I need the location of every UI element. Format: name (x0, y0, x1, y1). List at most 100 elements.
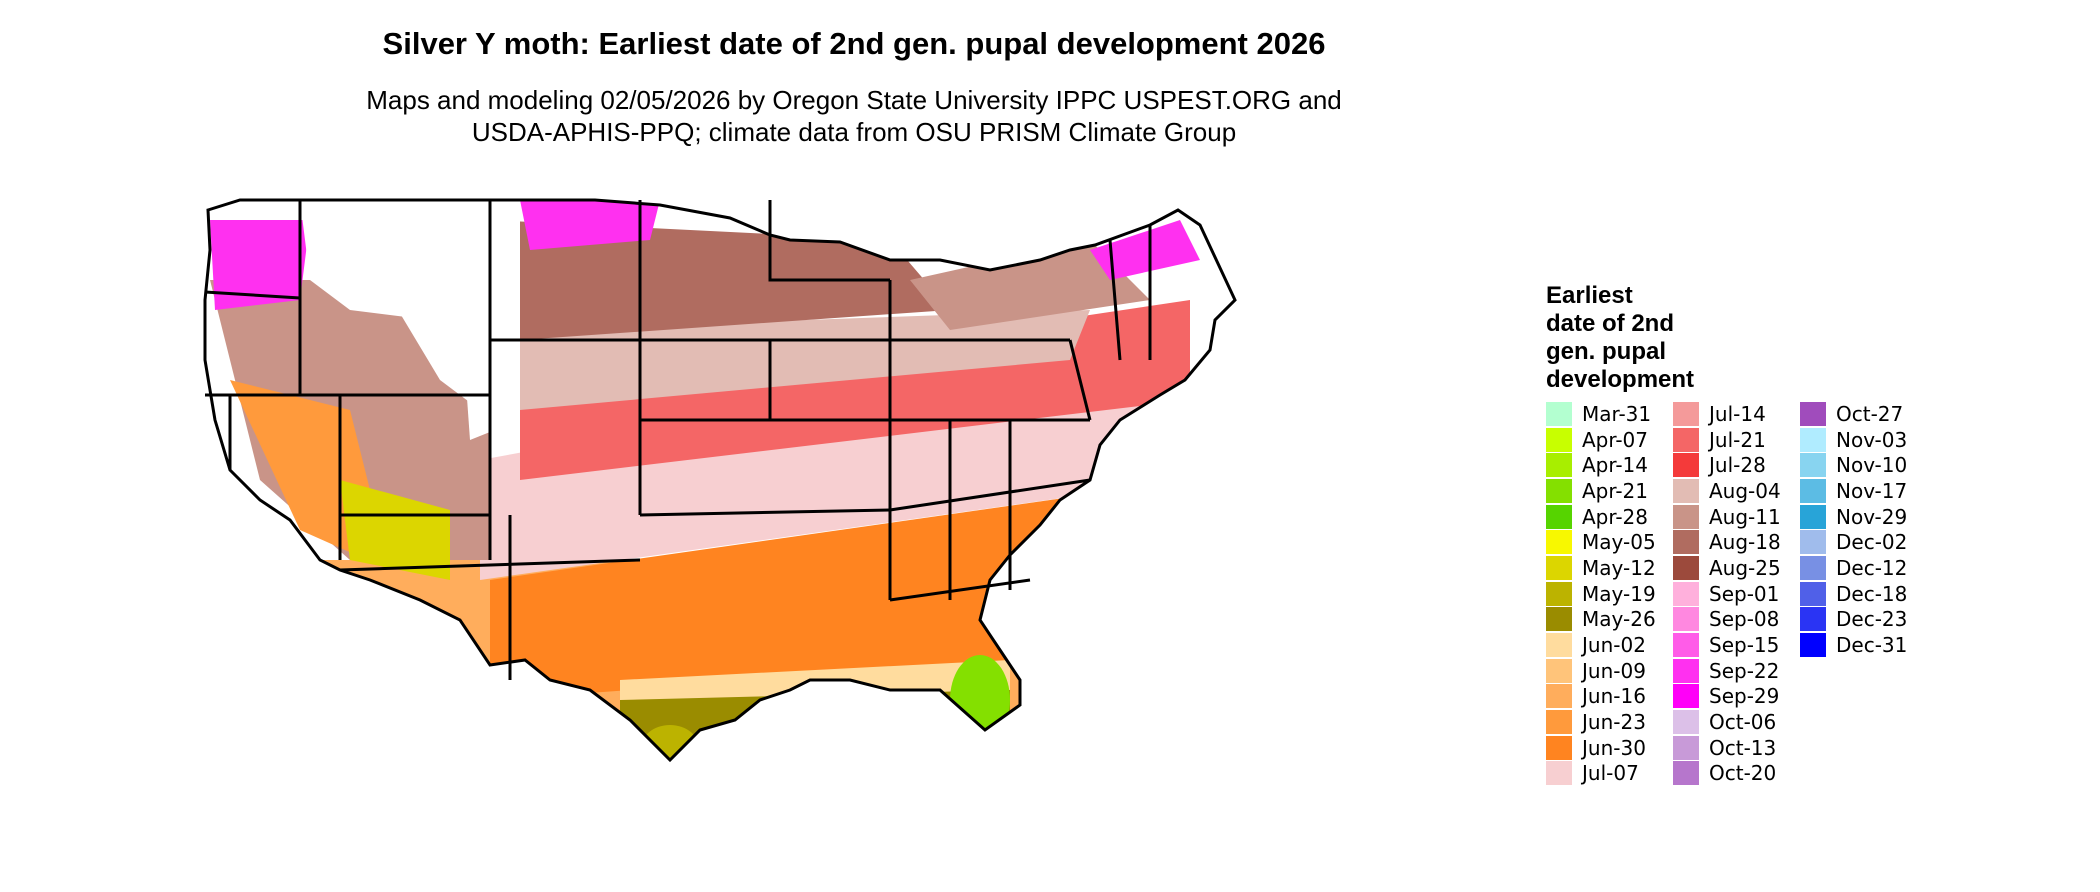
legend-swatch (1673, 684, 1699, 709)
legend-label: Jul-14 (1709, 401, 1766, 426)
legend-item: Nov-17 (1800, 478, 1907, 504)
legend-label: May-12 (1582, 555, 1656, 580)
legend-item: Nov-29 (1800, 504, 1907, 530)
legend-swatch (1673, 478, 1699, 503)
legend-item: Sep-22 (1673, 658, 1781, 684)
legend-item: May-26 (1546, 607, 1656, 633)
legend-item: May-12 (1546, 555, 1656, 581)
legend-item: Nov-10 (1800, 452, 1907, 478)
legend-label: Nov-29 (1836, 504, 1908, 529)
legend-label: May-26 (1582, 607, 1656, 632)
legend-swatch (1546, 427, 1572, 452)
legend-item: Aug-25 (1673, 555, 1781, 581)
legend-label: Oct-13 (1709, 735, 1777, 760)
legend-label: Sep-22 (1709, 658, 1780, 683)
state-borders (203, 198, 1237, 763)
legend-item: Apr-28 (1546, 504, 1656, 530)
legend-label: Nov-10 (1836, 453, 1908, 478)
legend-column-3: Oct-27 Nov-03 Nov-10 Nov-17 Nov-29 Dec-02 Dec-… (1800, 401, 1907, 658)
legend-swatch (1546, 555, 1572, 580)
legend-label: Apr-14 (1582, 453, 1648, 478)
legend-item: May-05 (1546, 529, 1656, 555)
legend-item: Nov-03 (1800, 427, 1907, 453)
legend-swatch (1546, 478, 1572, 503)
map-subtitle: Maps and modeling 02/05/2026 by Oregon S… (0, 84, 1708, 148)
legend-swatch (1546, 633, 1572, 658)
legend-item: Jun-23 (1546, 709, 1656, 735)
legend-label: Dec-31 (1836, 633, 1908, 658)
legend-label: Jun-16 (1582, 684, 1646, 709)
legend-label: Nov-17 (1836, 478, 1908, 503)
legend-item: Jul-21 (1673, 427, 1781, 453)
legend-label: Dec-18 (1836, 581, 1908, 606)
subtitle-line-2: USDA-APHIS-PPQ; climate data from OSU PR… (471, 117, 1237, 147)
legend-item: Aug-11 (1673, 504, 1781, 530)
legend-item: Apr-07 (1546, 427, 1656, 453)
legend-label: Oct-06 (1709, 710, 1777, 735)
legend-label: Oct-20 (1709, 761, 1777, 786)
legend-title-line: date of 2nd (1546, 310, 1675, 337)
legend-item: Sep-15 (1673, 632, 1781, 658)
legend-title-line: gen. pupal (1546, 338, 1666, 365)
legend-label: Dec-12 (1836, 555, 1908, 580)
legend-swatch (1546, 710, 1572, 735)
legend-swatch (1800, 453, 1826, 478)
legend-title: Earliest date of 2nd gen. pupal developm… (1546, 282, 1736, 394)
legend-swatch (1546, 530, 1572, 555)
legend-swatch (1673, 581, 1699, 606)
legend-swatch (1800, 504, 1826, 529)
legend-item: Dec-12 (1800, 555, 1907, 581)
legend-swatch (1546, 581, 1572, 606)
legend-column-1: Mar-31 Apr-07 Apr-14 Apr-21 Apr-28 May-05 May-… (1546, 401, 1656, 786)
legend-item: Oct-27 (1800, 401, 1907, 427)
us-phenology-map (203, 198, 1237, 763)
legend-swatch (1546, 761, 1572, 786)
legend-swatch (1673, 530, 1699, 555)
legend-item: Apr-14 (1546, 452, 1656, 478)
legend-label: Aug-18 (1709, 530, 1781, 555)
legend-item: Mar-31 (1546, 401, 1656, 427)
legend-item: Dec-31 (1800, 632, 1907, 658)
legend-item: Aug-18 (1673, 529, 1781, 555)
legend-swatch (1673, 504, 1699, 529)
legend-label: Aug-04 (1709, 478, 1781, 503)
legend-item: Oct-20 (1673, 761, 1781, 787)
legend-label: Oct-27 (1836, 401, 1904, 426)
legend-label: Sep-08 (1709, 607, 1780, 632)
legend-swatch (1673, 555, 1699, 580)
legend-swatch (1673, 735, 1699, 760)
legend-swatch (1673, 453, 1699, 478)
legend-label: Mar-31 (1582, 401, 1652, 426)
legend-label: Jun-23 (1582, 710, 1646, 735)
legend-swatch (1800, 478, 1826, 503)
map-title: Silver Y moth: Earliest date of 2nd gen.… (382, 26, 1326, 61)
legend-swatch (1673, 401, 1699, 426)
legend-label: Dec-02 (1836, 530, 1908, 555)
legend-column-2: Jul-14 Jul-21 Jul-28 Aug-04 Aug-11 Aug-18 Aug-… (1673, 401, 1781, 786)
legend-swatch (1673, 710, 1699, 735)
legend-label: Jun-02 (1582, 633, 1646, 658)
legend-item: May-19 (1546, 581, 1656, 607)
legend-item: Jun-16 (1546, 684, 1656, 710)
legend-item: Apr-21 (1546, 478, 1656, 504)
legend-label: Nov-03 (1836, 427, 1908, 452)
legend-swatch (1800, 427, 1826, 452)
legend-item: Sep-08 (1673, 607, 1781, 633)
legend-swatch (1800, 581, 1826, 606)
legend-item: Jul-14 (1673, 401, 1781, 427)
legend-item: Sep-01 (1673, 581, 1781, 607)
legend-label: Sep-01 (1709, 581, 1780, 606)
legend-label: Aug-11 (1709, 504, 1781, 529)
legend-label: Jun-09 (1582, 658, 1646, 683)
legend-label: Sep-29 (1709, 684, 1780, 709)
legend-label: Apr-21 (1582, 478, 1648, 503)
legend-label: Sep-15 (1709, 633, 1780, 658)
legend-label: Apr-07 (1582, 427, 1648, 452)
legend-item: Aug-04 (1673, 478, 1781, 504)
legend-swatch (1800, 530, 1826, 555)
legend-label: Jul-21 (1709, 427, 1766, 452)
legend-swatch (1673, 607, 1699, 632)
legend-swatch (1800, 401, 1826, 426)
legend-item: Jul-28 (1673, 452, 1781, 478)
legend-swatch (1673, 761, 1699, 786)
